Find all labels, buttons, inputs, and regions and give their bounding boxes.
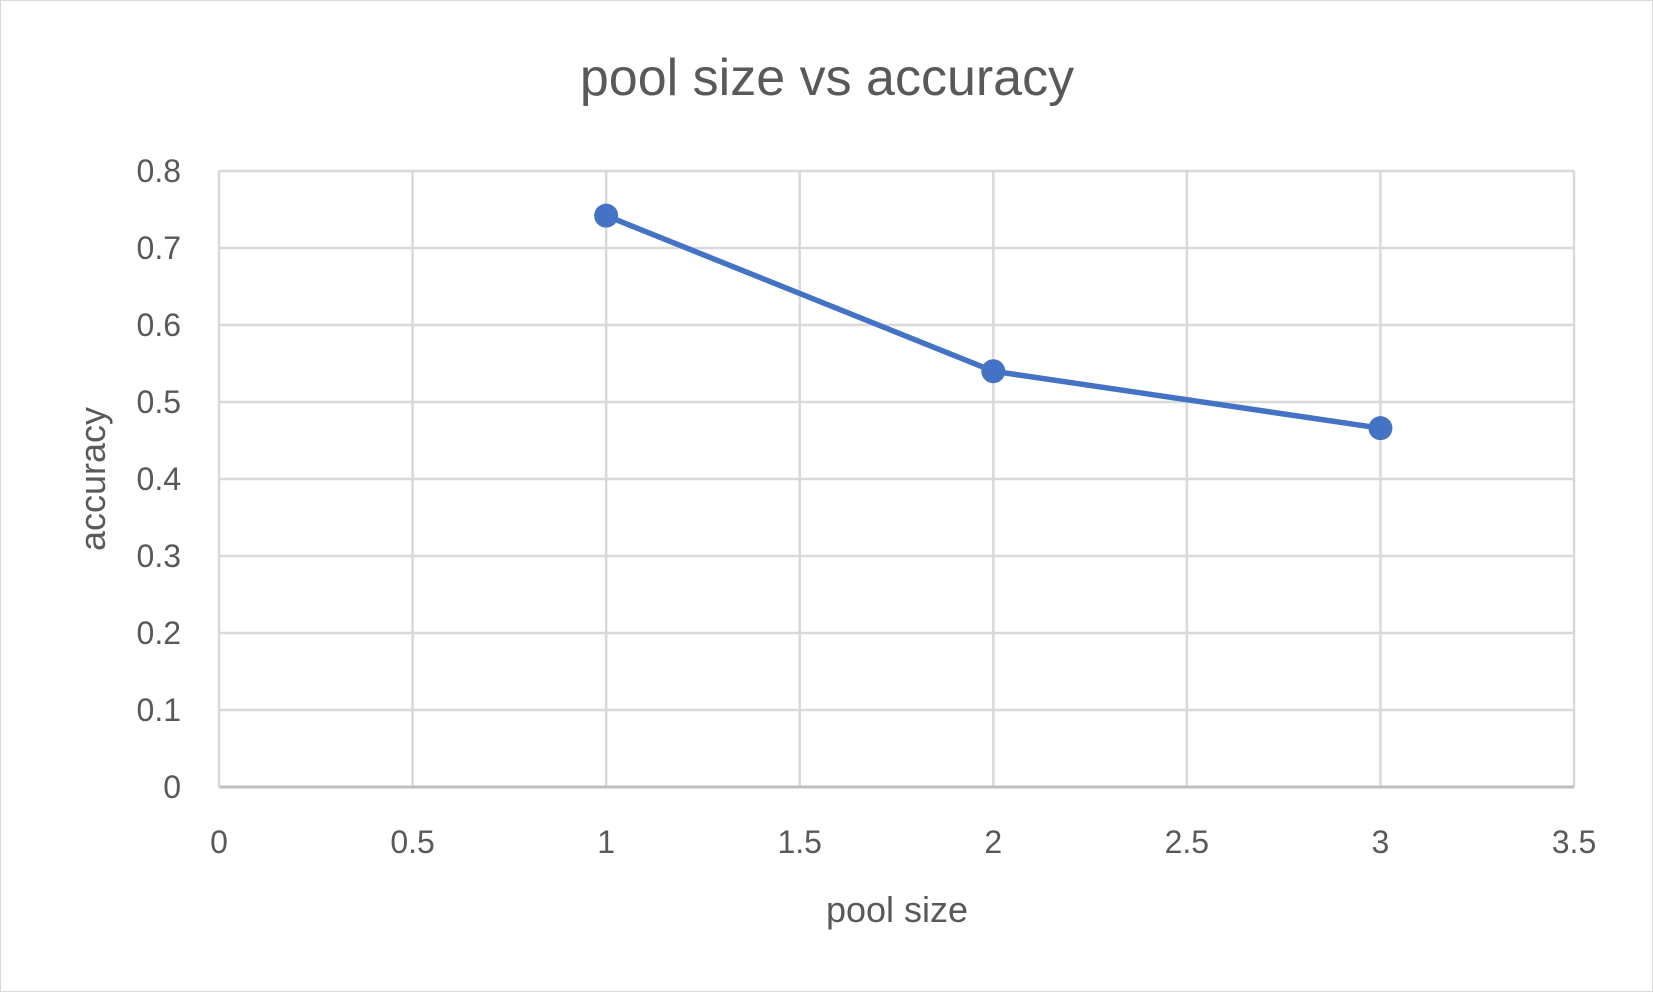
data-point bbox=[981, 359, 1006, 384]
x-tick-label: 2.5 bbox=[1165, 824, 1209, 860]
y-tick-label: 0.3 bbox=[137, 538, 181, 574]
y-tick-label: 0.4 bbox=[137, 461, 181, 497]
y-tick-label: 0.7 bbox=[137, 230, 181, 266]
y-tick-label: 0 bbox=[163, 769, 181, 805]
x-tick-label: 1.5 bbox=[777, 824, 821, 860]
x-tick-label: 3 bbox=[1372, 824, 1390, 860]
chart-title: pool size vs accuracy bbox=[580, 49, 1074, 107]
y-axis-label: accuracy bbox=[72, 407, 113, 551]
x-tick-labels: 0 0.5 1 1.5 2 2.5 3 3.5 bbox=[210, 824, 1596, 860]
x-tick-label: 0.5 bbox=[390, 824, 434, 860]
x-axis-label: pool size bbox=[826, 889, 968, 930]
x-tick-label: 1 bbox=[597, 824, 615, 860]
x-tick-label: 2 bbox=[984, 824, 1002, 860]
x-tick-label: 3.5 bbox=[1552, 824, 1596, 860]
x-tick-label: 0 bbox=[210, 824, 228, 860]
axes bbox=[217, 171, 1574, 789]
y-tick-labels: 0 0.1 0.2 0.3 0.4 0.5 0.6 0.7 0.8 bbox=[137, 153, 181, 805]
y-tick-label: 0.8 bbox=[137, 153, 181, 189]
data-point bbox=[1368, 416, 1393, 441]
data-point bbox=[594, 203, 619, 228]
y-tick-label: 0.2 bbox=[137, 615, 181, 651]
grid-lines bbox=[219, 169, 1576, 787]
y-tick-label: 0.1 bbox=[137, 692, 181, 728]
y-tick-label: 0.6 bbox=[137, 307, 181, 343]
series bbox=[594, 203, 1393, 441]
y-tick-label: 0.5 bbox=[137, 384, 181, 420]
